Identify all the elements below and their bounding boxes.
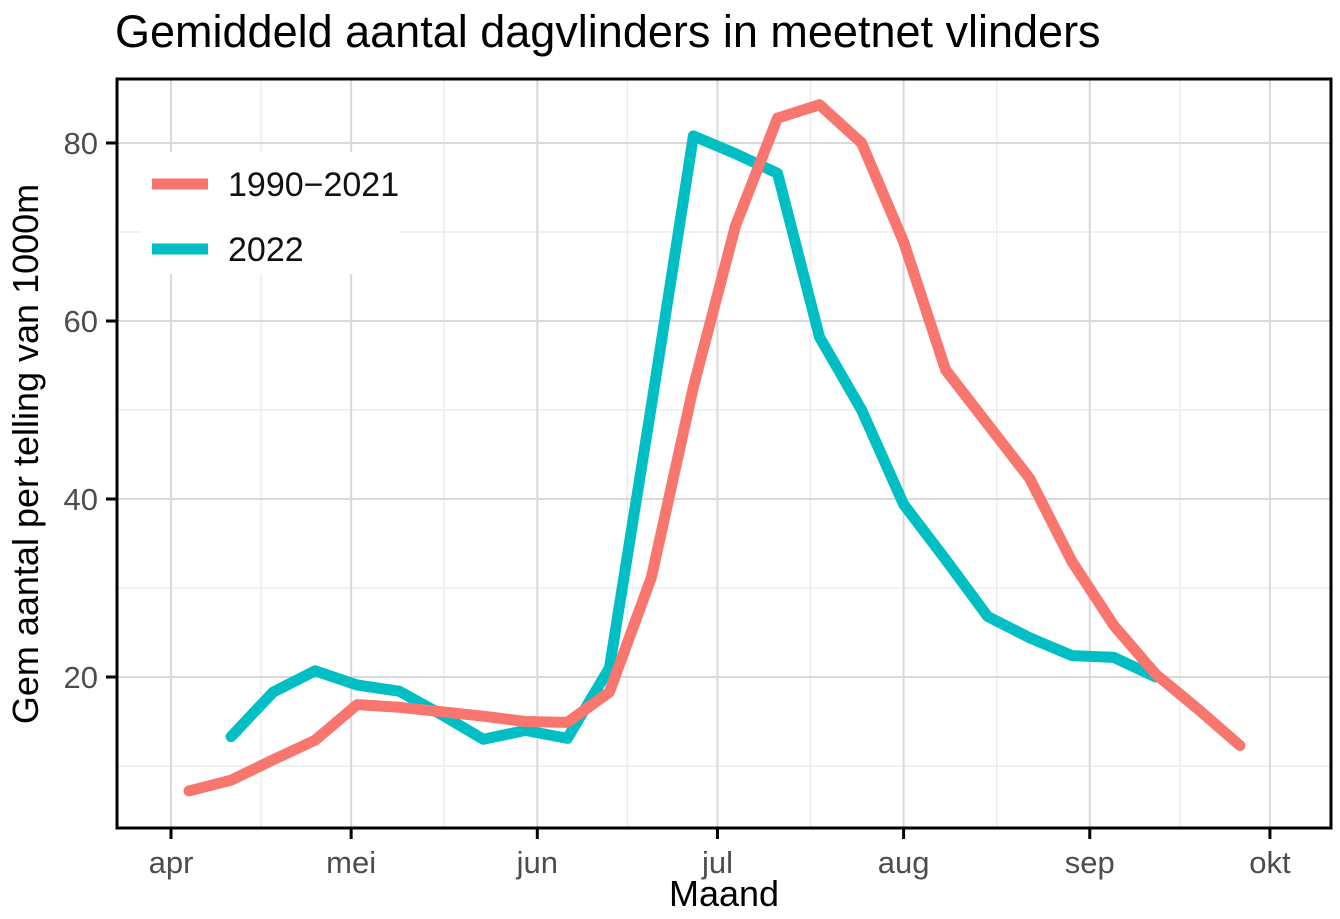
y-axis-title: Gem aantal per telling van 1000m — [5, 184, 46, 724]
x-axis-title: Maand — [669, 873, 779, 914]
legend-label: 1990−2021 — [228, 166, 399, 204]
x-tick-label: okt — [1249, 845, 1291, 880]
x-tick-label: apr — [149, 845, 194, 880]
x-tick-label: jun — [516, 845, 558, 880]
x-tick-label: jul — [701, 845, 733, 880]
chart-title: Gemiddeld aantal dagvlinders in meetnet … — [115, 6, 1101, 57]
panel-border — [115, 77, 1333, 830]
y-tick-label: 40 — [64, 482, 98, 517]
y-tick-label: 60 — [64, 304, 98, 339]
y-tick-label: 20 — [64, 660, 98, 695]
x-tick-label: mei — [326, 845, 376, 880]
x-tick-label: sep — [1065, 845, 1115, 880]
series-line-2022 — [225, 130, 1162, 745]
x-tick-label: aug — [878, 845, 930, 880]
legend-label: 2022 — [228, 231, 304, 269]
y-tick-label: 80 — [64, 126, 98, 161]
series-line-1990-2021 — [183, 99, 1246, 797]
